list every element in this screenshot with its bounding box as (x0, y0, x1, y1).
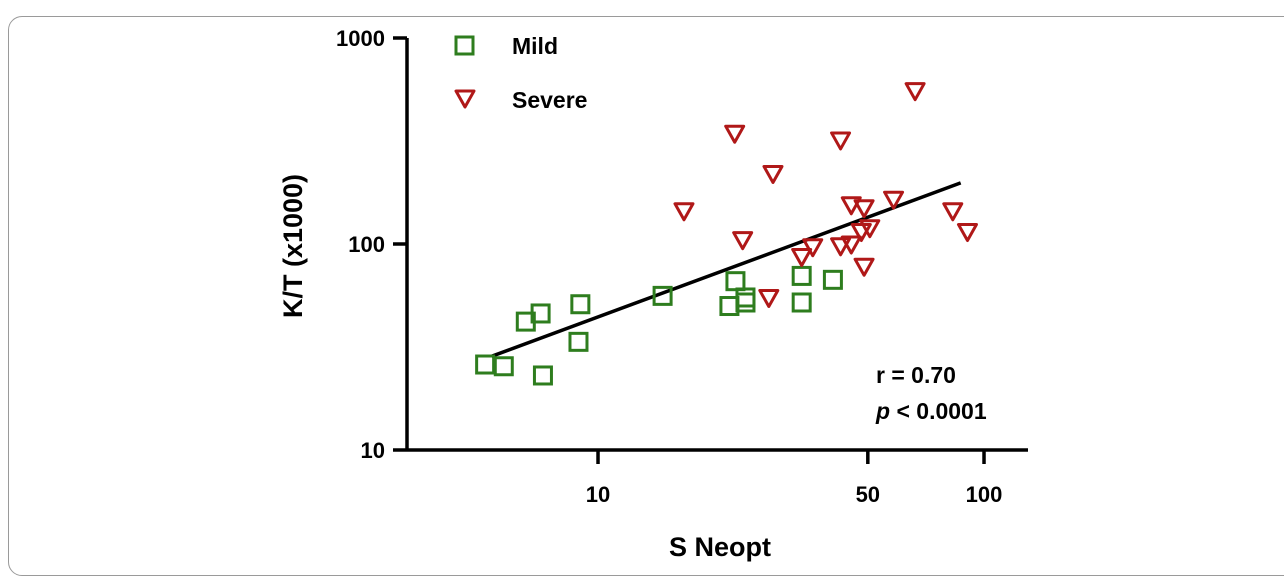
point-mild (493, 356, 514, 377)
point-severe (853, 199, 875, 219)
point-severe (942, 202, 964, 222)
point-mild (719, 296, 740, 317)
y-ticks: 10 100 1000 (336, 26, 407, 463)
point-mild (570, 294, 591, 315)
point-mild (530, 303, 551, 324)
point-mild (475, 354, 496, 375)
point-severe (762, 164, 784, 184)
x-ticks: 10 50 100 (586, 450, 1003, 507)
point-mild (735, 292, 756, 313)
point-mild (822, 269, 843, 290)
point-severe (830, 131, 852, 151)
point-severe (956, 222, 978, 242)
p-value-label: p < 0.0001 (875, 398, 987, 424)
x-tick-label: 100 (966, 482, 1003, 507)
point-severe (859, 219, 881, 239)
point-mild (532, 365, 553, 386)
point-severe (883, 190, 905, 210)
y-tick-label: 100 (348, 232, 385, 257)
axes: 10 100 1000 10 50 100 (336, 26, 1028, 507)
legend-severe-marker (454, 89, 476, 109)
correlation-r-label: r = 0.70 (876, 362, 956, 388)
legend-mild-marker (454, 35, 475, 56)
point-mild (652, 285, 673, 306)
point-mild (791, 292, 812, 313)
y-axis-title: K/T (x1000) (278, 174, 308, 318)
point-severe (673, 202, 695, 222)
legend-mild-label: Mild (512, 33, 558, 59)
point-mild (725, 271, 746, 292)
data-points (475, 82, 978, 386)
y-tick-label: 10 (361, 438, 385, 463)
point-mild (791, 265, 812, 286)
x-tick-label: 50 (856, 482, 880, 507)
point-severe (791, 247, 813, 267)
x-tick-label: 10 (586, 482, 610, 507)
p-symbol: p (875, 398, 890, 424)
point-severe (758, 288, 780, 308)
point-severe (802, 238, 824, 258)
point-severe (853, 257, 875, 277)
p-value: < 0.0001 (890, 398, 987, 424)
point-severe (904, 82, 926, 102)
point-mild (568, 331, 589, 352)
x-axis-title: S Neopt (669, 532, 771, 562)
legend: Mild Severe (454, 33, 587, 113)
point-severe (840, 235, 862, 255)
point-severe (732, 231, 754, 251)
y-tick-label: 1000 (336, 26, 385, 51)
point-mild (735, 287, 756, 308)
point-severe (724, 124, 746, 144)
point-severe (830, 237, 852, 257)
legend-severe-label: Severe (512, 87, 587, 113)
point-severe (840, 196, 862, 216)
regression-line (490, 181, 962, 358)
